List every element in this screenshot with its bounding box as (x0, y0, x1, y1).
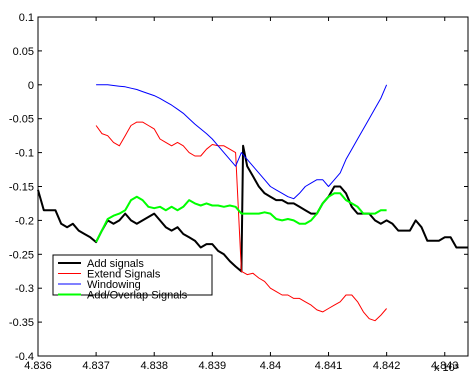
x-tick-label: 4.839 (199, 360, 227, 372)
x-tick-label: 4.836 (24, 360, 52, 372)
x-axis-multiplier-label: x 10⁴ (434, 362, 460, 374)
y-tick-label: -0.25 (9, 249, 34, 261)
x-tick-label: 4.837 (82, 360, 110, 372)
y-tick-label: -0.15 (9, 182, 34, 194)
legend-label-3: Add/Overlap Signals (87, 290, 188, 302)
legend-label-1: Extend Signals (87, 269, 161, 281)
ticks-layer: 0.1 0.05 0 -0.05 -0.1 -0.15 -0.2 -0.25 -0.3 -0.35… (9, 12, 468, 372)
x-tick-label: 4.838 (140, 360, 168, 372)
x-tick-label: 4.84 (260, 360, 281, 372)
series-line-2 (96, 84, 388, 200)
x-tick-label: 4.842 (373, 360, 401, 372)
y-tick-label: 0.05 (13, 46, 34, 58)
legend-label-0: Add signals (87, 258, 144, 270)
y-tick-label: -0.05 (9, 114, 34, 126)
y-tick-label: 0 (28, 80, 34, 92)
y-tick-label: -0.4 (15, 351, 34, 363)
legend-label-2: Windowing (87, 279, 141, 291)
y-tick-label: -0.2 (15, 215, 34, 227)
series-layer (37, 84, 468, 322)
y-tick-label: 0.1 (19, 12, 34, 24)
y-tick-label: -0.3 (15, 283, 34, 295)
y-tick-label: -0.35 (9, 317, 34, 329)
series-line-3 (95, 192, 387, 243)
y-tick-label: -0.1 (15, 148, 34, 160)
x-tick-label: 4.843 (431, 360, 459, 372)
series-line-0 (37, 144, 468, 273)
plot-area-background (38, 17, 468, 356)
x-tick-label: 4.841 (315, 360, 343, 372)
series-line-1 (95, 121, 387, 322)
legend-box (52, 254, 213, 296)
